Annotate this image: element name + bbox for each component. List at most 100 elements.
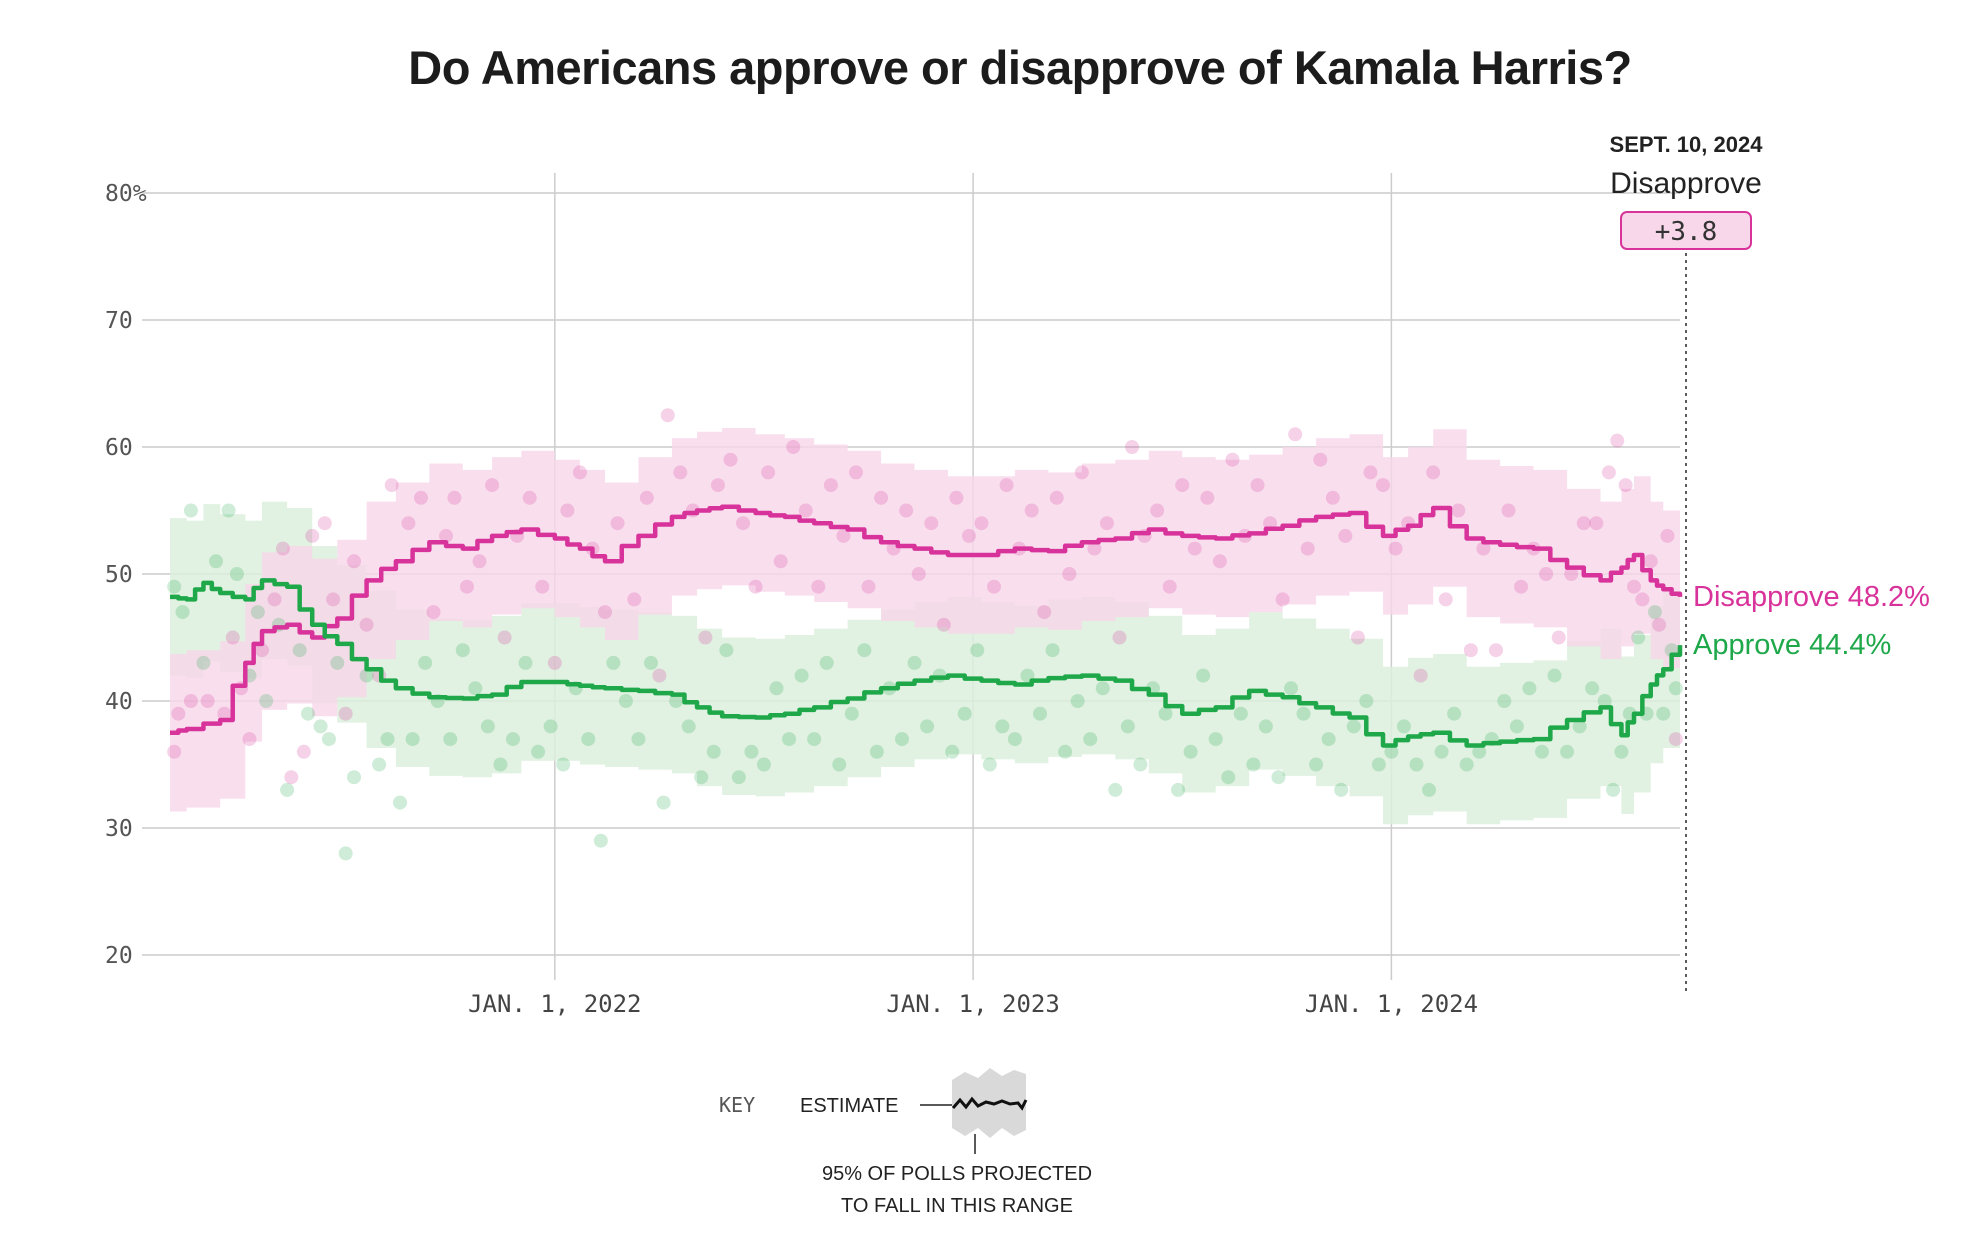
disapprove-poll-dot xyxy=(1024,503,1039,518)
disapprove-poll-dot xyxy=(284,770,299,785)
disapprove-line xyxy=(170,504,1683,735)
disapprove-poll-dot xyxy=(1668,732,1683,747)
disapprove-poll-dot xyxy=(1388,541,1403,556)
disapprove-poll-dot xyxy=(522,490,537,505)
approve-poll-dot xyxy=(1058,744,1073,759)
approve-poll-dot xyxy=(531,744,546,759)
disapprove-poll-dot xyxy=(1350,630,1365,645)
approve-poll-dot xyxy=(1309,757,1324,772)
approve-poll-dot xyxy=(694,770,709,785)
approve-poll-dot xyxy=(292,643,307,658)
approve-poll-dot xyxy=(1334,782,1349,797)
approve-poll-dot xyxy=(644,655,659,670)
approve-poll-dot xyxy=(719,643,734,658)
approve-poll-dot xyxy=(543,719,558,734)
approve-poll-dot xyxy=(1221,770,1236,785)
disapprove-poll-dot xyxy=(1325,490,1340,505)
approve-poll-dot xyxy=(844,706,859,721)
approve-poll-dot xyxy=(1656,706,1671,721)
disapprove-poll-dot xyxy=(652,668,667,683)
approve-poll-dot xyxy=(756,757,771,772)
approve-poll-dot xyxy=(455,643,470,658)
approve-poll-dot xyxy=(731,770,746,785)
approve-poll-dot xyxy=(1133,757,1148,772)
approve-poll-dot xyxy=(1083,732,1098,747)
approve-poll-dot xyxy=(1572,719,1587,734)
chart-title: Do Americans approve or disapprove of Ka… xyxy=(408,41,1632,94)
disapprove-poll-dot xyxy=(171,706,186,721)
disapprove-poll-dot xyxy=(1476,541,1491,556)
disapprove-poll-dot xyxy=(1551,630,1566,645)
disapprove-poll-dot xyxy=(200,694,215,708)
disapprove-poll-dot xyxy=(1300,541,1315,556)
disapprove-poll-dot xyxy=(610,516,625,531)
approve-poll-dot xyxy=(221,503,236,518)
disapprove-poll-dot xyxy=(1212,554,1227,569)
approve-poll-dot xyxy=(920,719,935,734)
approve-poll-dot xyxy=(1108,782,1123,797)
approve-poll-dot xyxy=(1668,681,1683,696)
confidence-bands xyxy=(170,427,1680,825)
approve-poll-dot xyxy=(982,757,997,772)
disapprove-poll-dot xyxy=(1438,592,1453,607)
disapprove-poll-dot xyxy=(848,465,863,480)
approve-poll-dot xyxy=(1007,732,1022,747)
approve-poll-dot xyxy=(1396,719,1411,734)
y-tick-label: 30 xyxy=(105,816,133,842)
disapprove-poll-dot xyxy=(572,465,587,480)
approve-poll-dot xyxy=(418,655,433,670)
approve-poll-dot xyxy=(832,757,847,772)
approve-poll-dot xyxy=(330,655,345,670)
disapprove-poll-dot xyxy=(1376,478,1391,493)
approve-poll-dot xyxy=(1409,757,1424,772)
approve-poll-dot xyxy=(1258,719,1273,734)
y-tick-label: 70 xyxy=(105,308,133,334)
disapprove-poll-dot xyxy=(748,579,763,594)
approve-poll-dot xyxy=(229,567,244,581)
y-tick-label: 60 xyxy=(105,435,133,461)
disapprove-poll-dot xyxy=(786,440,801,454)
approve-poll-dot xyxy=(1183,744,1198,759)
approve-poll-dot xyxy=(167,579,182,594)
disapprove-poll-dot xyxy=(439,528,454,543)
y-tick-label: 80% xyxy=(105,181,147,207)
approve-poll-dot xyxy=(1606,782,1621,797)
approve-poll-dot xyxy=(347,770,362,785)
approve-poll-dot xyxy=(907,655,922,670)
y-tick-label: 20 xyxy=(105,943,133,969)
margin-badge xyxy=(1620,211,1752,250)
disapprove-poll-dot xyxy=(1062,567,1077,581)
approve-poll-dot xyxy=(1070,694,1085,708)
disapprove-poll-dot xyxy=(217,706,232,721)
disapprove-poll-dot xyxy=(974,516,989,531)
disapprove-poll-dot xyxy=(167,744,182,759)
disapprove-poll-dot xyxy=(1501,503,1516,518)
approve-poll-dot xyxy=(1384,744,1399,759)
key-estimate-line xyxy=(951,1096,1028,1111)
approve-poll-dot xyxy=(706,744,721,759)
latest-leader-label: Disapprove xyxy=(1610,167,1762,200)
disapprove-poll-dot xyxy=(961,528,976,543)
disapprove-poll-dot xyxy=(497,630,512,645)
disapprove-poll-dot xyxy=(1125,440,1140,454)
approve-poll-dot xyxy=(769,681,784,696)
disapprove-poll-dot xyxy=(761,465,776,480)
disapprove-poll-dot xyxy=(1643,554,1658,569)
disapprove-poll-dot xyxy=(1488,643,1503,658)
disapprove-poll-dot xyxy=(1514,579,1529,594)
disapprove-poll-dot xyxy=(305,528,320,543)
disapprove-poll-dot xyxy=(255,643,270,658)
approve-poll-dot xyxy=(744,744,759,759)
disapprove-poll-dot xyxy=(949,490,964,505)
approve-poll-dot xyxy=(183,503,198,518)
approve-poll-dot xyxy=(259,694,274,708)
disapprove-poll-dot xyxy=(861,579,876,594)
disapprove-poll-dot xyxy=(347,554,362,569)
disapprove-poll-dot xyxy=(736,516,751,531)
disapprove-poll-dot xyxy=(1074,465,1089,480)
disapprove-poll-dot xyxy=(267,592,282,607)
approve-poll-dot xyxy=(1296,706,1311,721)
disapprove-poll-dot xyxy=(1626,579,1641,594)
approve-poll-dot xyxy=(518,655,533,670)
approve-poll-dot xyxy=(250,605,265,620)
